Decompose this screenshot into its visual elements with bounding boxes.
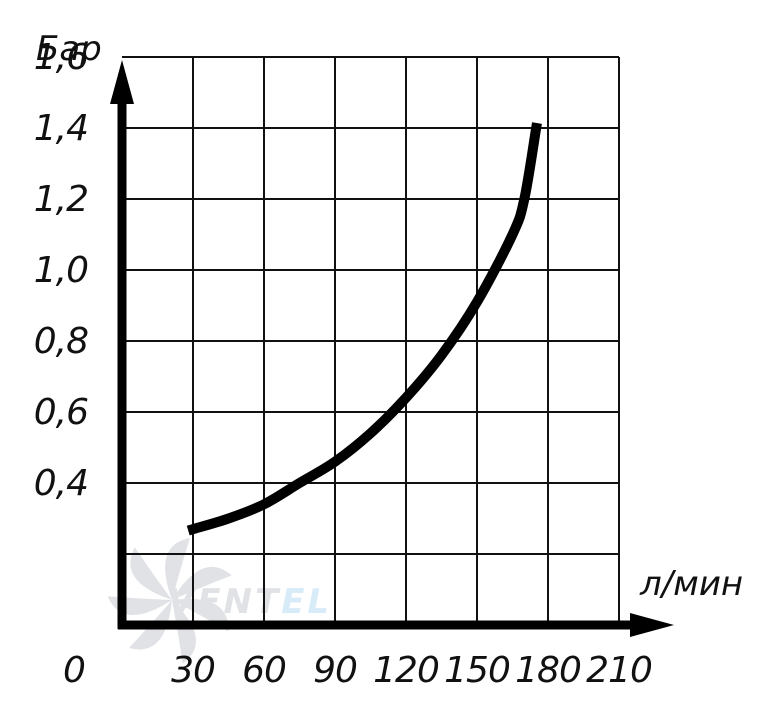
- y-axis-title: Бар: [36, 29, 102, 69]
- y-tick-label: 1,6: [34, 37, 88, 78]
- x-tick-label: 120: [373, 650, 439, 691]
- series-line: [186, 122, 542, 536]
- fan-blade-icon: [172, 566, 232, 600]
- fan-blade-icon: [172, 598, 229, 632]
- x-tick-label: 60: [242, 650, 286, 691]
- series-group: [186, 122, 542, 536]
- x-axis-arrow-icon: [630, 613, 674, 637]
- y-tick-label: 1,4: [34, 108, 88, 149]
- grid: [122, 56, 620, 625]
- x-tick-label: 180: [515, 650, 581, 691]
- x-tick-label: 210: [586, 650, 652, 691]
- watermark-text: VENTEL: [168, 582, 332, 622]
- fan-blade-icon: [172, 600, 196, 664]
- axes: [110, 60, 674, 637]
- y-tick-label: 1,2: [34, 179, 88, 220]
- x-tick-label: 90: [313, 650, 357, 691]
- y-tick-label: 0,8: [34, 321, 88, 362]
- y-tick-label: 0,6: [34, 392, 88, 433]
- y-tick-label: 1,0: [34, 250, 88, 291]
- x-tick-label: 0: [63, 650, 85, 691]
- x-tick-label: 150: [444, 650, 510, 691]
- watermark-logo: VENTEL: [107, 538, 332, 664]
- y-tick-label: 0,4: [34, 463, 88, 504]
- tick-labels: 0 30 60 90 120 150 180 210 0,4 0,6 0,8 1,0 1,2 1,4 1,6: [34, 37, 653, 691]
- x-tick-label: 30: [171, 650, 215, 691]
- fan-blade-icon: [130, 547, 172, 600]
- y-axis-arrow-icon: [110, 60, 134, 104]
- x-axis-title: л/мин: [639, 564, 743, 604]
